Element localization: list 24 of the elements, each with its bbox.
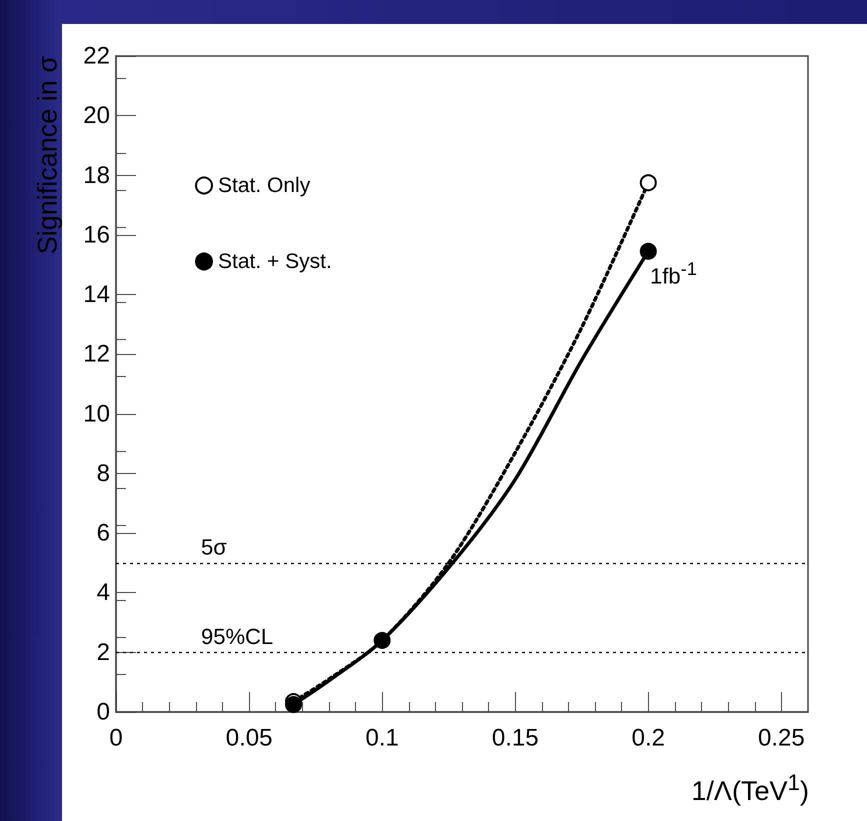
annotation: 1fb$^{-1}$ xyxy=(650,258,697,290)
legend-label: Stat. Only xyxy=(218,174,311,197)
y-tick-label: 16 xyxy=(83,221,110,248)
x-tick-label: 0.05 xyxy=(226,724,272,752)
x-axis-title: 1/Λ(TeV$^{1}$) xyxy=(691,770,809,807)
y-tick-label: 4 xyxy=(96,579,110,606)
y-tick-label: 8 xyxy=(96,460,110,487)
legend-label: Stat. + Syst. xyxy=(218,250,332,273)
x-tick-label: 0.1 xyxy=(365,724,399,752)
y-tick-label: 10 xyxy=(83,400,110,428)
x-tick-label: 0.25 xyxy=(758,724,805,752)
y-tick-label: 6 xyxy=(96,520,110,547)
y-tick-label: 20 xyxy=(83,102,110,130)
y-tick-label: 18 xyxy=(83,162,110,189)
y-tick-label: 12 xyxy=(83,340,110,368)
ref-line-label: 5σ xyxy=(201,534,228,560)
x-tick-label: 0.2 xyxy=(632,724,665,752)
y-tick-label: 0 xyxy=(96,698,110,726)
x-tick-label: 0.15 xyxy=(492,724,539,752)
ref-line-label: 95%CL xyxy=(201,624,274,649)
y-axis-title: Significance in σ xyxy=(32,56,62,254)
y-tick-label: 22 xyxy=(83,42,110,70)
y-tick-label: 2 xyxy=(96,638,110,666)
y-tick-label: 14 xyxy=(83,281,110,308)
